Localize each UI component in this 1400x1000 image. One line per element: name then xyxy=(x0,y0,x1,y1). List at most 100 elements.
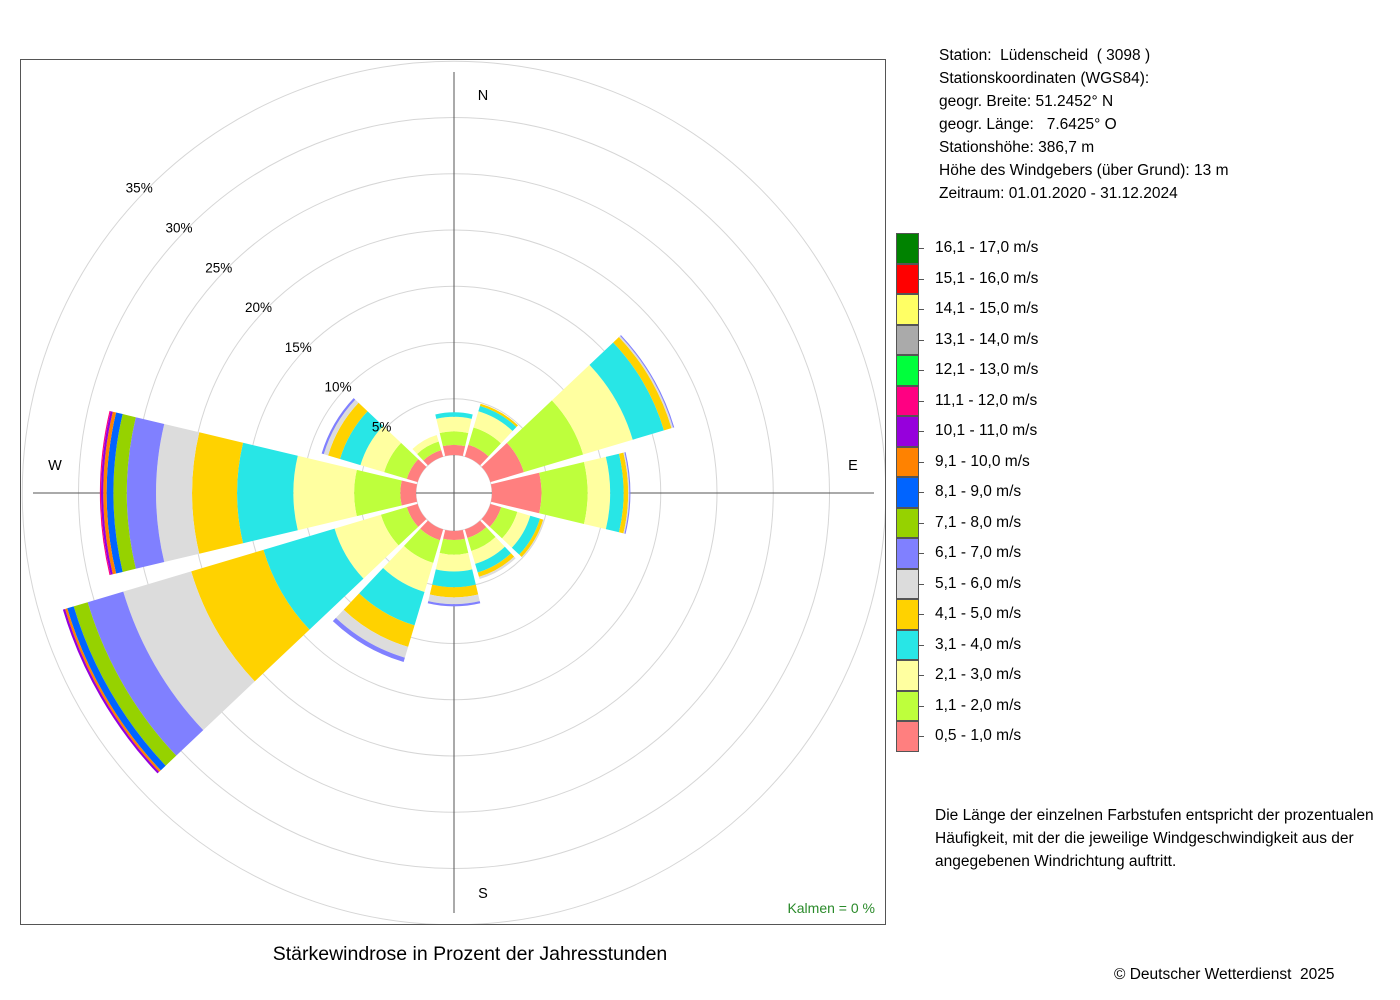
station-latitude: geogr. Breite: 51.2452° N xyxy=(939,93,1114,110)
station-altitude: Stationshöhe: 386,7 m xyxy=(939,139,1095,156)
wind-sector-180-class-1 xyxy=(443,529,465,540)
wind-sector-270-class-12 xyxy=(99,410,111,576)
wind-sector-270-class-7 xyxy=(126,417,165,569)
legend-swatch xyxy=(896,660,919,691)
legend-tick xyxy=(919,736,924,737)
sensor-height: Höhe des Windgebers (über Grund): 13 m xyxy=(939,162,1229,179)
legend-tick xyxy=(919,248,924,249)
wind-sector-60-class-2 xyxy=(506,400,584,473)
wind-sector-150-class-5 xyxy=(477,553,515,577)
legend-label: 15,1 - 16,0 m/s xyxy=(935,269,1039,287)
wind-sector-120-class-4 xyxy=(511,515,541,555)
legend-label: 1,1 - 2,0 m/s xyxy=(935,696,1022,714)
wind-sector-0-class-2 xyxy=(439,431,469,447)
legend-swatch xyxy=(896,385,919,416)
legend-label: 6,1 - 7,0 m/s xyxy=(935,544,1022,561)
wind-sector-90-class-3 xyxy=(583,456,611,530)
wind-sector-180-class-3 xyxy=(435,552,473,572)
chart-title: Stärkewindrose in Prozent der Jahresstun… xyxy=(272,943,668,965)
radial-tick-label: 20% xyxy=(245,300,272,315)
wind-sector-120-class-3 xyxy=(502,511,531,548)
wind-sector-210-class-5 xyxy=(343,593,415,647)
legend-label: 5,1 - 6,0 m/s xyxy=(935,574,1022,592)
wind-sector-300-class-2 xyxy=(384,442,419,479)
legend-tick xyxy=(919,339,924,341)
radial-tick-label: 35% xyxy=(126,181,153,196)
wind-sector-150-class-2 xyxy=(467,527,496,551)
wind-sector-270-class-5 xyxy=(192,432,244,554)
legend-label: 13,1 - 14,0 m/s xyxy=(935,330,1039,348)
wind-sector-240-class-6 xyxy=(123,571,255,731)
wind-sector-270-class-6 xyxy=(156,423,200,563)
legend-swatch xyxy=(896,355,919,386)
wind-sector-180-class-6 xyxy=(428,594,480,605)
wind-sector-240-class-1 xyxy=(406,503,427,527)
compass-label-west: W xyxy=(48,458,62,474)
legend-swatch xyxy=(896,507,919,538)
wind-sector-270-class-8 xyxy=(113,414,136,572)
explanation-note: Die Länge der einzelnen Farbstufen entsp… xyxy=(935,807,1374,870)
station-coordinates-heading: Stationskoordinaten (WGS84): xyxy=(939,70,1150,87)
wind-sector-30-class-2 xyxy=(468,427,501,457)
legend-swatch xyxy=(896,690,919,721)
wind-sector-240-class-4 xyxy=(263,528,364,630)
legend-swatch xyxy=(896,324,919,355)
wind-sector-240-class-8 xyxy=(73,602,177,766)
legend-swatch xyxy=(896,446,919,477)
legend-tick xyxy=(919,522,924,524)
wind-sector-270-class-3 xyxy=(293,455,357,531)
legend-tick xyxy=(919,461,924,463)
legend-label: 16,1 - 17,0 m/s xyxy=(935,239,1039,256)
wind-sector-30-class-5 xyxy=(479,403,518,427)
legend-label: 8,1 - 9,0 m/s xyxy=(935,483,1022,500)
legend-swatch xyxy=(896,477,919,508)
wind-sector-180-class-7 xyxy=(427,601,481,607)
wind-sector-60-class-5 xyxy=(613,337,672,431)
wind-sector-210-class-6 xyxy=(335,609,409,658)
calm-label: Kalmen = 0 % xyxy=(787,900,875,916)
wind-sector-150-class-4 xyxy=(475,546,512,573)
legend-tick xyxy=(919,400,924,402)
legend-label: 4,1 - 5,0 m/s xyxy=(935,605,1022,622)
radial-tick-label: 10% xyxy=(325,380,352,395)
wind-sector-300-class-1 xyxy=(406,459,427,483)
copyright: © Deutscher Wetterdienst 2025 xyxy=(1114,966,1335,983)
wind-sector-210-class-1 xyxy=(420,520,444,541)
legend-tick xyxy=(919,644,924,646)
legend-label: 7,1 - 8,0 m/s xyxy=(935,513,1022,531)
wind-sector-0-class-1 xyxy=(442,444,466,457)
wind-sector-120-class-1 xyxy=(481,503,502,527)
legend-swatch xyxy=(896,263,919,294)
legend-label: 9,1 - 10,0 m/s xyxy=(935,452,1030,470)
wind-sector-270-class-1 xyxy=(400,480,418,506)
wind-sector-240-class-3 xyxy=(334,514,399,579)
wind-sector-270-class-11 xyxy=(100,411,113,575)
legend-tick xyxy=(919,309,924,310)
legend-tick xyxy=(919,370,924,371)
wind-rose-plot: 5% 10% 15% 20% 25% 30% 35% N E S W Kalmen = 0 % xyxy=(21,60,885,924)
legend-swatch xyxy=(896,233,919,264)
legend-tick xyxy=(919,492,924,493)
wind-sector-90-class-1 xyxy=(490,472,542,514)
compass-label-south: S xyxy=(478,886,488,902)
legend-swatch xyxy=(896,416,919,447)
wind-sector-210-class-2 xyxy=(403,528,440,563)
wind-sector-90-class-7 xyxy=(624,452,631,534)
wind-sector-330-class-1 xyxy=(423,450,444,466)
legend-label: 11,1 - 12,0 m/s xyxy=(935,391,1038,409)
wind-sector-330-class-2 xyxy=(417,441,442,461)
legend-tick xyxy=(919,583,924,585)
radial-tick-label: 15% xyxy=(285,340,312,355)
legend-tick xyxy=(919,675,924,676)
wind-sector-30-class-4 xyxy=(478,405,517,432)
wind-sector-270-class-2 xyxy=(354,469,402,517)
wind-sector-240-class-5 xyxy=(191,549,310,682)
radial-tick-label: 25% xyxy=(205,260,232,275)
legend-label: 0,5 - 1,0 m/s xyxy=(935,727,1022,744)
wind-sector-90-class-4 xyxy=(605,453,624,533)
legend-tick xyxy=(919,614,924,615)
wind-sector-300-class-7 xyxy=(321,398,356,455)
legend-label: 10,1 - 11,0 m/s xyxy=(935,422,1038,439)
wind-sector-180-class-4 xyxy=(432,569,476,588)
legend-tick xyxy=(919,705,924,707)
